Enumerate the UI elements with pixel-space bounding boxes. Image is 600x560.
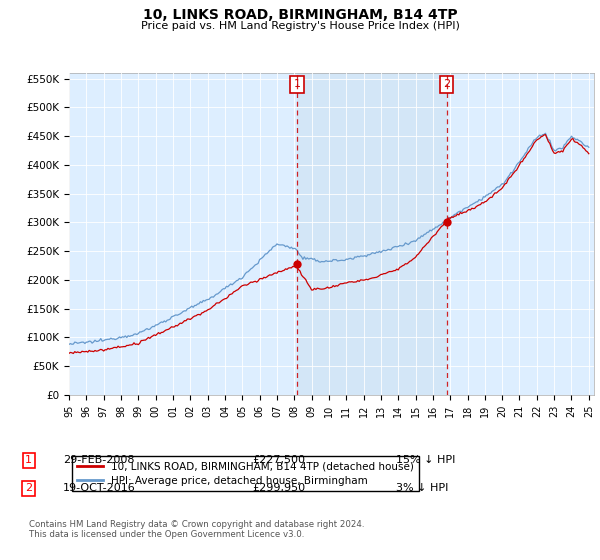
Text: 1: 1	[293, 80, 301, 89]
Text: 2: 2	[443, 80, 450, 89]
Text: 1: 1	[25, 455, 32, 465]
Bar	[297, 73, 446, 395]
Text: 3% ↓ HPI: 3% ↓ HPI	[396, 483, 448, 493]
Text: £299,950: £299,950	[252, 483, 305, 493]
Text: 29-FEB-2008: 29-FEB-2008	[63, 455, 134, 465]
Text: £227,500: £227,500	[252, 455, 305, 465]
Text: 10, LINKS ROAD, BIRMINGHAM, B14 4TP: 10, LINKS ROAD, BIRMINGHAM, B14 4TP	[143, 8, 457, 22]
Text: 19-OCT-2016: 19-OCT-2016	[63, 483, 136, 493]
Text: 2: 2	[25, 483, 32, 493]
Text: Contains HM Land Registry data © Crown copyright and database right 2024.
This d: Contains HM Land Registry data © Crown c…	[29, 520, 364, 539]
Text: 15% ↓ HPI: 15% ↓ HPI	[396, 455, 455, 465]
Legend: 10, LINKS ROAD, BIRMINGHAM, B14 4TP (detached house), HPI: Average price, detach: 10, LINKS ROAD, BIRMINGHAM, B14 4TP (det…	[71, 456, 419, 491]
Text: Price paid vs. HM Land Registry's House Price Index (HPI): Price paid vs. HM Land Registry's House …	[140, 21, 460, 31]
